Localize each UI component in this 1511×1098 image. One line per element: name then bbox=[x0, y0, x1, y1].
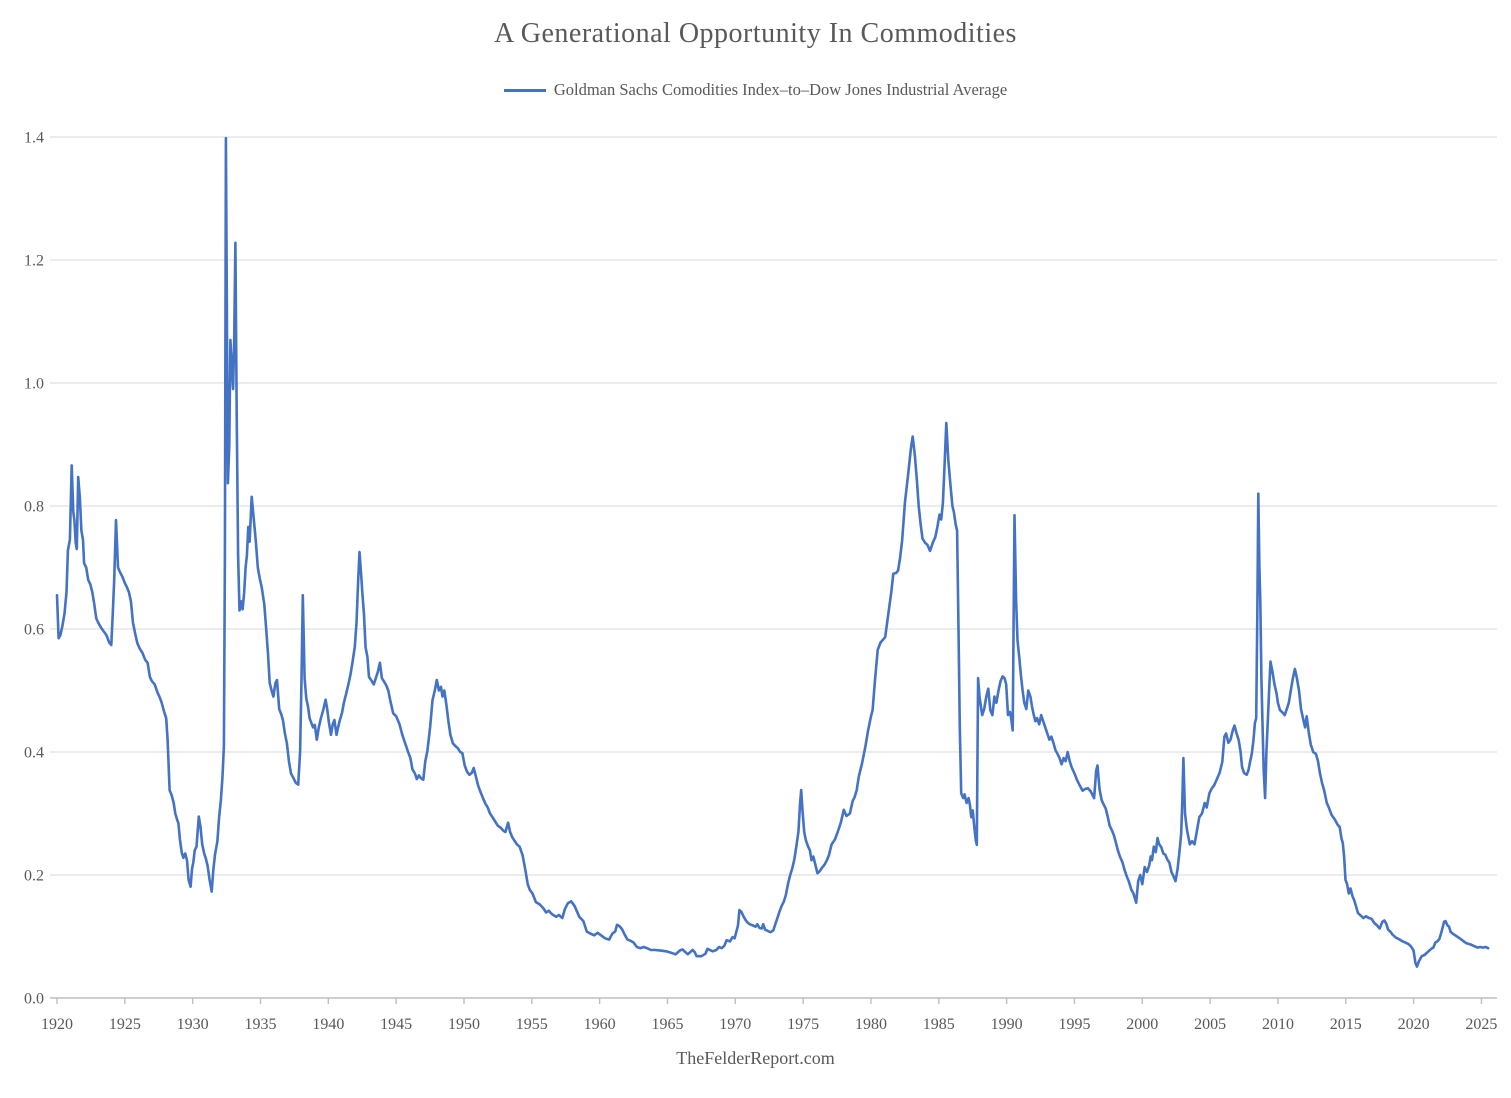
x-axis-label: 1940 bbox=[312, 1016, 344, 1033]
chart-title: A Generational Opportunity In Commoditie… bbox=[494, 18, 1017, 49]
x-axis-label: 2010 bbox=[1262, 1016, 1294, 1033]
x-axis-label: 1965 bbox=[651, 1016, 683, 1033]
x-axis-label: 1950 bbox=[448, 1016, 480, 1033]
y-axis-label: 0.2 bbox=[24, 868, 44, 885]
x-axis-label: 1955 bbox=[516, 1016, 548, 1033]
y-axis-label: 1.0 bbox=[24, 376, 44, 393]
x-axis-label: 1995 bbox=[1058, 1016, 1090, 1033]
y-axis-label: 0.8 bbox=[24, 499, 44, 516]
x-axis-label: 1925 bbox=[109, 1016, 141, 1033]
source-attribution: TheFelderReport.com bbox=[676, 1048, 835, 1068]
x-axis-label: 1945 bbox=[380, 1016, 412, 1033]
x-axis-label: 1985 bbox=[923, 1016, 955, 1033]
y-axis-label: 0.0 bbox=[24, 991, 44, 1008]
x-axis-label: 1990 bbox=[991, 1016, 1023, 1033]
series-line-gsci-to-dow bbox=[55, 136, 1490, 968]
x-axis-label: 1970 bbox=[719, 1016, 751, 1033]
y-axis-label: 0.4 bbox=[24, 745, 44, 762]
legend-line-swatch bbox=[503, 88, 546, 92]
x-axis-label: 1930 bbox=[177, 1016, 209, 1033]
x-axis-label: 1975 bbox=[787, 1016, 819, 1033]
y-axis-label: 0.6 bbox=[24, 622, 44, 639]
x-axis-label: 1960 bbox=[584, 1016, 616, 1033]
x-axis-label: 1980 bbox=[855, 1016, 887, 1033]
x-axis-label: 2020 bbox=[1398, 1016, 1430, 1033]
y-axis-label: 1.4 bbox=[24, 130, 44, 147]
legend: Goldman Sachs Comodities Index–to–Dow Jo… bbox=[0, 80, 1511, 100]
x-axis-label: 2000 bbox=[1126, 1016, 1158, 1033]
x-axis-label: 1935 bbox=[244, 1016, 276, 1033]
x-axis-label: 1920 bbox=[41, 1016, 73, 1033]
legend-label: Goldman Sachs Comodities Index–to–Dow Jo… bbox=[553, 80, 1008, 99]
x-axis-label: 2025 bbox=[1465, 1016, 1497, 1033]
x-axis-label: 2015 bbox=[1330, 1016, 1362, 1033]
x-axis-label: 2005 bbox=[1194, 1016, 1226, 1033]
y-axis-label: 1.2 bbox=[24, 253, 44, 270]
